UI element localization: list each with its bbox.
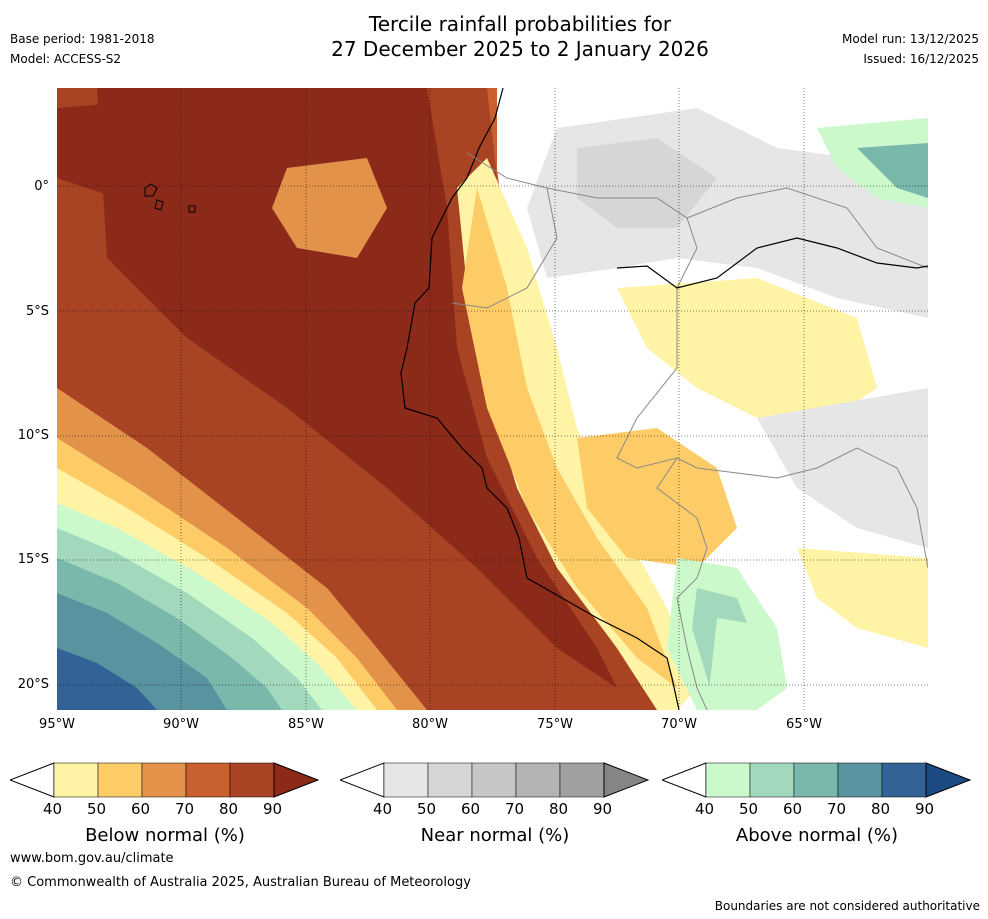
amazon-river [616, 237, 928, 289]
colorbar-above-bin-60 [793, 762, 839, 798]
colorbar-below [8, 762, 320, 798]
cb-below-tick-40: 40 [43, 800, 63, 818]
chart-title: Tercile rainfall probabilities for 27 De… [0, 12, 988, 62]
cb-below-tick-90: 90 [263, 800, 283, 818]
meta-right: Model run: 13/12/2025 Issued: 16/12/2025 [842, 29, 979, 69]
cb-near-tick-40: 40 [373, 800, 393, 818]
region-above-60-ne [857, 143, 928, 198]
cb-near-tick-60: 60 [461, 800, 481, 818]
colorbar-near [338, 762, 650, 798]
colorbar-above-bin-70 [837, 762, 883, 798]
lat-label-10s: 10°S [17, 428, 49, 443]
cb-above-tick-90: 90 [915, 800, 935, 818]
legend-below: 40 50 60 70 80 90 Below normal (%) [8, 762, 320, 857]
footer-url[interactable]: www.bom.gov.au/climate [10, 851, 174, 866]
region-near-40-east [757, 388, 928, 548]
lon-label-75w: 75°W [537, 717, 573, 732]
lon-label-90w: 90°W [163, 717, 199, 732]
lat-label-5s: 5°S [25, 304, 49, 319]
cb-near-tick-70: 70 [505, 800, 525, 818]
colorbar-near-bin-50 [427, 762, 473, 798]
region-below-60-patch [272, 158, 387, 258]
colorbar-below-upper-arrow [273, 762, 320, 798]
cb-near-tick-90: 90 [593, 800, 613, 818]
region-below-50-land [462, 188, 677, 688]
lon-label-80w: 80°W [412, 717, 448, 732]
lon-label-65w: 65°W [786, 717, 822, 732]
lon-label-85w: 85°W [288, 717, 324, 732]
colorbar-near-bin-40 [383, 762, 429, 798]
colorbar-below-lower-arrow [8, 762, 55, 798]
cb-below-tick-80: 80 [219, 800, 239, 818]
colorbar-below-bin-50 [97, 762, 143, 798]
model-name: Model: ACCESS-S2 [10, 52, 122, 66]
cb-above-tick-50: 50 [739, 800, 759, 818]
region-below-40-inland [617, 278, 877, 428]
colorbar-below-bin-60 [141, 762, 187, 798]
cb-above-tick-80: 80 [871, 800, 891, 818]
region-below-90-core [97, 88, 617, 688]
colorbar-above [660, 762, 972, 798]
region-below-50-inland [577, 428, 737, 568]
region-above-80-sw [57, 648, 157, 710]
country-borders [451, 152, 928, 710]
colorbar-above-bin-80 [881, 762, 927, 798]
lat-label-20s: 20°S [17, 677, 49, 692]
cb-near-tick-50: 50 [417, 800, 437, 818]
region-above-40-lake [707, 618, 787, 710]
title-line-2: 27 December 2025 to 2 January 2026 [331, 37, 709, 61]
colorbar-above-bin-50 [749, 762, 795, 798]
coastline [400, 88, 680, 710]
cb-below-tick-50: 50 [87, 800, 107, 818]
lon-label-95w: 95°W [39, 717, 75, 732]
cb-below-title: Below normal (%) [85, 825, 245, 846]
lat-label-15s: 15°S [17, 552, 49, 567]
colorbar-above-lower-arrow [660, 762, 707, 798]
cb-above-title: Above normal (%) [735, 825, 899, 846]
legend-above: 40 50 60 70 80 90 Above normal (%) [660, 762, 972, 857]
footer-copyright: © Commonwealth of Australia 2025, Austra… [10, 875, 471, 890]
cb-above-tick-60: 60 [783, 800, 803, 818]
colorbar-above-bin-40 [705, 762, 751, 798]
colorbar-near-bin-80 [559, 762, 605, 798]
colorbar-near-bin-70 [515, 762, 561, 798]
meta-left: Base period: 1981-2018 Model: ACCESS-S2 [10, 29, 155, 69]
legend-near: 40 50 60 70 80 90 Near normal (%) [338, 762, 650, 857]
colorbar-near-lower-arrow [338, 762, 385, 798]
issued-date: Issued: 16/12/2025 [863, 52, 979, 66]
cb-below-tick-60: 60 [131, 800, 151, 818]
cb-above-tick-40: 40 [695, 800, 715, 818]
colorbar-above-upper-arrow [925, 762, 972, 798]
lat-label-0: 0° [34, 179, 49, 194]
region-below-40-land [457, 158, 697, 710]
probability-map [57, 88, 928, 710]
colorbar-below-bin-80 [229, 762, 275, 798]
colorbar-near-bin-60 [471, 762, 517, 798]
region-below-90-north [57, 98, 207, 208]
region-near-50-north [577, 138, 717, 228]
cb-below-tick-70: 70 [175, 800, 195, 818]
cb-near-tick-80: 80 [549, 800, 569, 818]
cb-near-title: Near normal (%) [420, 825, 570, 846]
colorbar-below-bin-40 [53, 762, 99, 798]
cb-above-tick-70: 70 [827, 800, 847, 818]
galapagos-islands [144, 183, 196, 213]
colorbar-near-upper-arrow [603, 762, 650, 798]
colorbar-below-bin-70 [185, 762, 231, 798]
region-below-40-southeast [797, 548, 928, 648]
title-line-1: Tercile rainfall probabilities for [368, 12, 672, 36]
lon-label-70w: 70°W [661, 717, 697, 732]
model-run: Model run: 13/12/2025 [841, 32, 979, 46]
base-period: Base period: 1981-2018 [10, 32, 155, 46]
footer-disclaimer: Boundaries are not considered authoritat… [714, 899, 980, 913]
